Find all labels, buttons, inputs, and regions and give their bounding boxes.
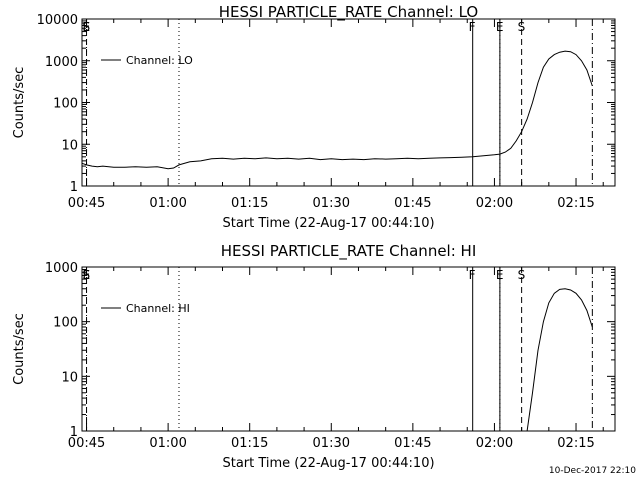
- y-tick-label: 10: [61, 138, 78, 153]
- event-marker-label: E: [496, 20, 504, 34]
- y-tick-label: 1000: [45, 55, 78, 70]
- x-tick-label: 02:00: [476, 196, 513, 211]
- x-tick-label: 01:00: [149, 196, 186, 211]
- footer-timestamp: 10-Dec-2017 22:10: [549, 466, 636, 476]
- plot-frame: [81, 18, 616, 187]
- y-tick-label: 1000: [45, 261, 78, 276]
- y-tick-label: 1: [70, 425, 78, 440]
- legend-entry: Channel: LO: [126, 54, 193, 67]
- x-tick-label: 02:15: [557, 196, 594, 211]
- event-marker-label: F: [469, 20, 476, 34]
- event-marker-label: E: [83, 20, 91, 34]
- event-marker-label: E: [83, 268, 91, 282]
- y-tick-label: 1: [70, 180, 78, 195]
- event-marker-label: E: [496, 268, 504, 282]
- event-marker-label: F: [469, 268, 476, 282]
- x-tick-label: 00:45: [68, 196, 105, 211]
- event-marker-label: S: [518, 20, 526, 34]
- x-axis-label: Start Time (22-Aug-17 00:44:10): [222, 456, 434, 471]
- y-tick-label: 100: [53, 97, 78, 112]
- data-series-line: [81, 50, 593, 170]
- data-series-line: [526, 288, 593, 432]
- y-tick-label: 10: [61, 370, 78, 385]
- x-tick-label: 01:15: [231, 196, 268, 211]
- y-axis-label: Counts/sec: [12, 67, 27, 139]
- event-marker-label: S: [518, 268, 526, 282]
- x-tick-label: 01:30: [313, 436, 350, 451]
- x-axis-label: Start Time (22-Aug-17 00:44:10): [222, 216, 434, 231]
- x-tick-label: 02:00: [476, 436, 513, 451]
- x-tick-label: 01:45: [394, 196, 431, 211]
- x-tick-label: 01:45: [394, 436, 431, 451]
- y-tick-label: 100: [53, 316, 78, 331]
- x-tick-label: 02:15: [557, 436, 594, 451]
- y-axis-label: Counts/sec: [12, 313, 27, 385]
- x-tick-label: 01:30: [313, 196, 350, 211]
- x-tick-label: 01:00: [149, 436, 186, 451]
- legend-entry: Channel: HI: [126, 302, 190, 315]
- x-tick-label: 00:45: [68, 436, 105, 451]
- chart-title: HESSI PARTICLE_RATE Channel: HI: [221, 242, 477, 261]
- plot-frame: [81, 266, 616, 432]
- y-tick-label: 10000: [37, 13, 78, 28]
- x-tick-label: 01:15: [231, 436, 268, 451]
- chart-title: HESSI PARTICLE_RATE Channel: LO: [219, 3, 478, 22]
